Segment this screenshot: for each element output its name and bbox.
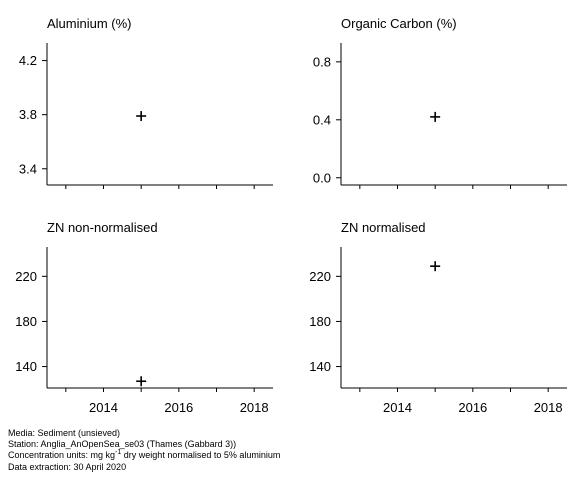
y-tick-label: 3.4	[19, 161, 37, 176]
data-point	[430, 111, 441, 122]
y-tick-label: 4.2	[19, 53, 37, 68]
y-tick-label: 180	[309, 314, 331, 329]
chart-panel-3: ZN non-normalised 220 180 140 2014 2016 2018	[15, 220, 273, 415]
panel-title: Aluminium (%)	[47, 16, 132, 31]
panel-title: Organic Carbon (%)	[341, 16, 457, 31]
x-tick-label: 2018	[534, 400, 563, 415]
x-tick-label: 2014	[383, 400, 412, 415]
y-tick-label: 220	[15, 269, 37, 284]
chart-panel-1: Aluminium (%) 4.2 3.8 3.4	[19, 16, 273, 189]
y-tick-label: 0.4	[313, 112, 331, 127]
panel-title: ZN normalised	[341, 220, 426, 235]
data-point	[430, 261, 441, 272]
x-tick-label: 2016	[164, 400, 193, 415]
footer-units: Concentration units: mg kg-1 dry weight …	[8, 449, 281, 462]
x-tick-label: 2018	[240, 400, 269, 415]
data-point	[136, 376, 147, 387]
y-tick-label: 0.0	[313, 170, 331, 185]
data-point	[136, 111, 147, 122]
footer-units-prefix: Concentration units: mg kg	[8, 450, 116, 460]
chart-panel-2: Organic Carbon (%) 0.8 0.4 0.0	[313, 16, 567, 189]
panel-title: ZN non-normalised	[47, 220, 158, 235]
y-tick-label: 140	[15, 359, 37, 374]
x-tick-label: 2016	[458, 400, 487, 415]
footer-units-suffix: dry weight normalised to 5% aluminium	[121, 450, 281, 460]
chart-footer: Media: Sediment (unsieved) Station: Angl…	[8, 428, 280, 473]
y-tick-label: 220	[309, 269, 331, 284]
y-tick-label: 0.8	[313, 54, 331, 69]
footer-station: Station: Anglia_AnOpenSea_se03 (Thames (…	[8, 439, 237, 449]
x-tick-label: 2014	[89, 400, 118, 415]
chart-panel-4: ZN normalised 220 180 140 2014 2016 2018	[309, 220, 567, 415]
footer-units-superscript: -1	[115, 449, 122, 456]
y-tick-label: 180	[15, 314, 37, 329]
footer-extraction: Data extraction: 30 April 2020	[8, 462, 127, 472]
y-tick-label: 140	[309, 359, 331, 374]
y-tick-label: 3.8	[19, 107, 37, 122]
footer-media: Media: Sediment (unsieved)	[8, 428, 121, 438]
